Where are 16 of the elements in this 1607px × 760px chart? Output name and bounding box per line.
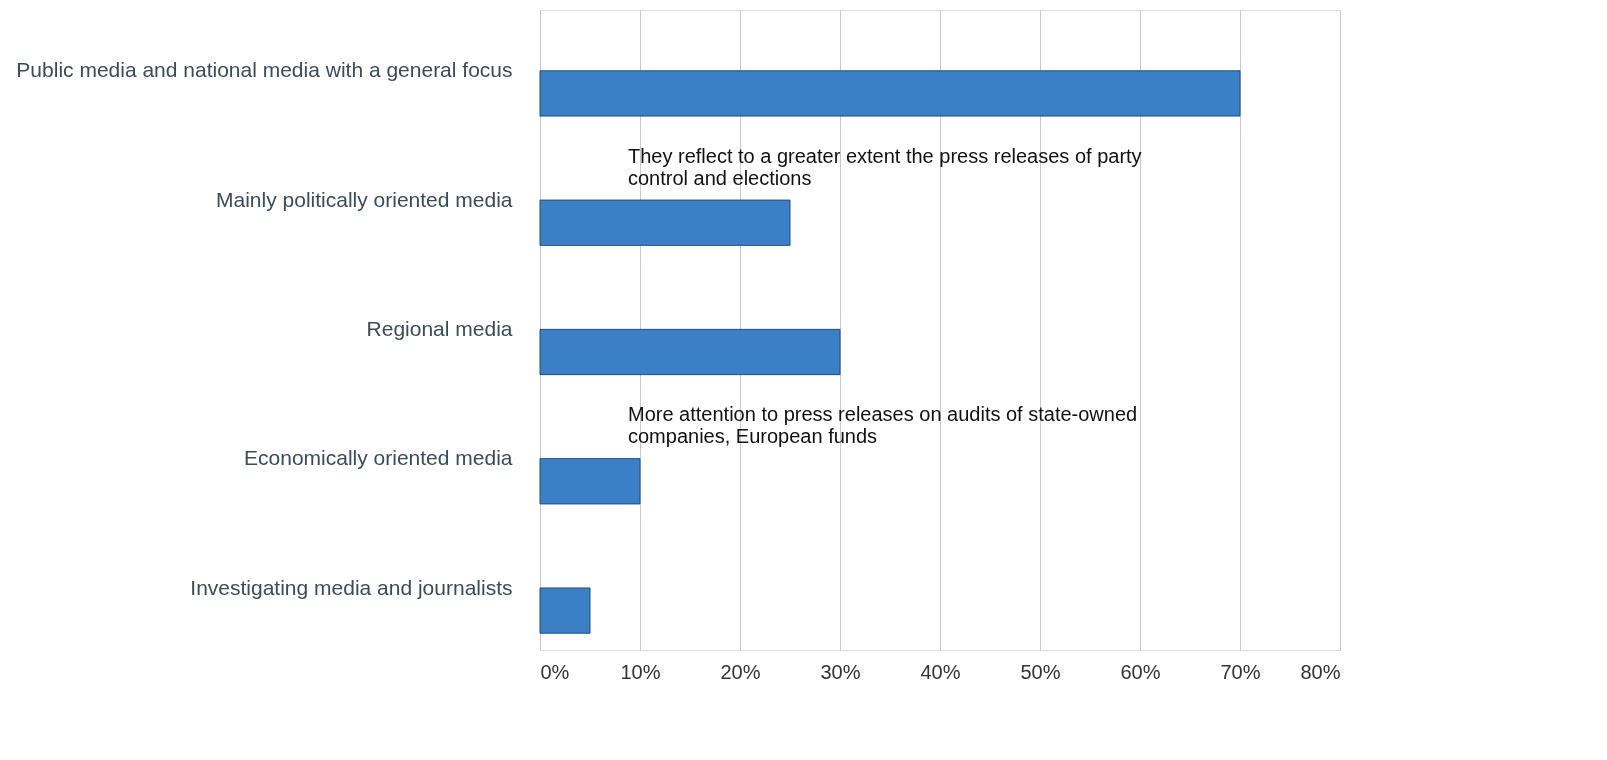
x-tick-label: 60% [1120,660,1161,683]
y-tick-label: Mainly politically oriented media [216,187,513,211]
x-tick-label: 80% [1300,660,1341,683]
x-tick-label: 20% [720,660,761,683]
x-tick-label: 50% [1020,660,1061,683]
y-tick-label: Regional media [366,317,513,340]
x-tick-label: 30% [820,660,861,683]
y-tick-label: Economically oriented media [244,446,513,470]
y-tick-label: Public media and national media with a general focus [16,58,513,82]
x-tick-label: 10% [620,660,661,683]
annotation: They reflect to a greater extent the press releases of party control and elections [628,144,1142,189]
annotation: More attention to press releases on audits of state-owned companies, European funds [628,403,1138,448]
x-tick-label: 40% [920,660,961,683]
y-tick-label: Investigating media and journalists [190,575,513,599]
x-tick-label: 70% [1220,660,1261,683]
x-tick-label: 0% [540,660,570,683]
